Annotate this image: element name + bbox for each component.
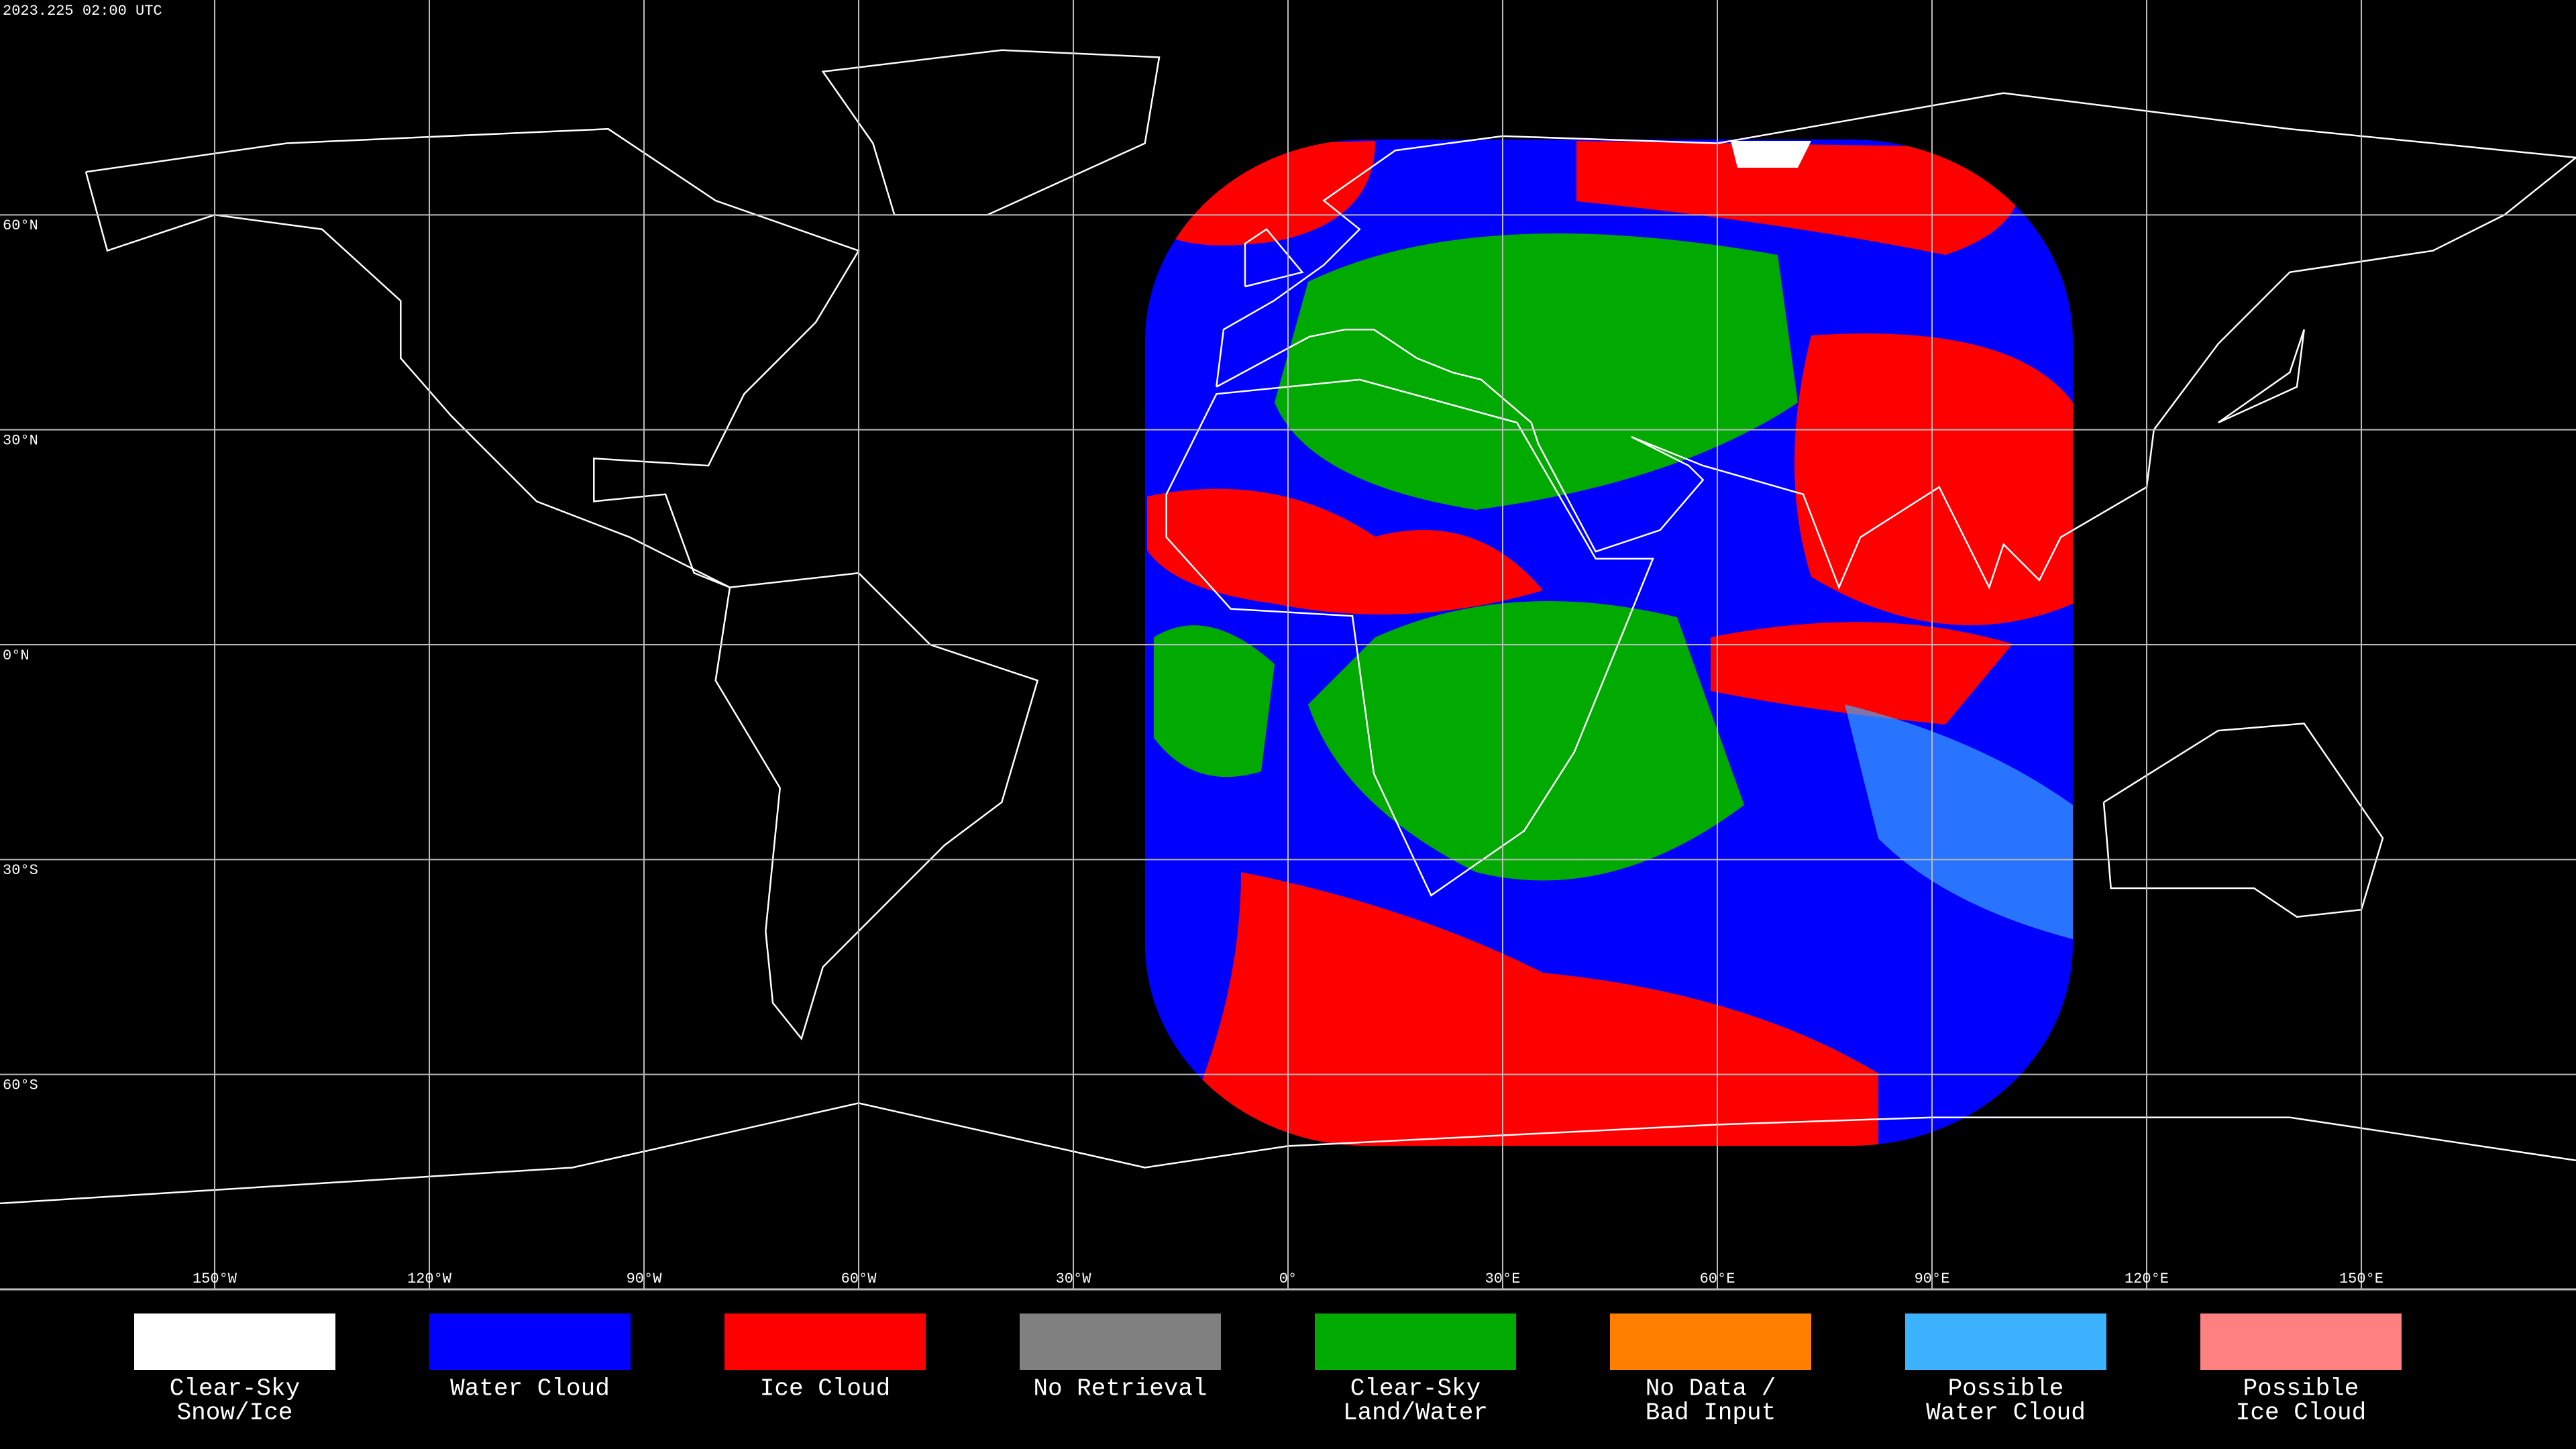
legend-label: No Data /: [1646, 1375, 1776, 1403]
satellite-cloud-phase: [1145, 140, 2073, 1146]
coastline: [1216, 92, 2576, 590]
coastline: [1165, 378, 1654, 897]
coastline: [714, 572, 1039, 1040]
legend-label: Possible: [1948, 1375, 2064, 1403]
ice-cloud-area: [1147, 488, 1543, 614]
clear-land-area: [1154, 625, 1275, 777]
legend-label: Land/Water: [1343, 1399, 1488, 1427]
lat-label: 30°S: [3, 862, 38, 879]
ice-cloud-area: [1794, 333, 2073, 625]
lon-label: 150°W: [193, 1271, 237, 1287]
lon-label: 150°E: [2339, 1271, 2383, 1287]
lon-label: 60°E: [1700, 1271, 1735, 1287]
coastline: [85, 127, 860, 588]
legend-swatch: [2200, 1313, 2402, 1370]
lat-label: 0°N: [3, 647, 30, 664]
lon-label: 0°: [1279, 1271, 1297, 1287]
legend-label: Ice Cloud: [760, 1375, 890, 1403]
legend-label: Water Cloud: [450, 1375, 610, 1403]
legend-swatch: [1610, 1313, 1811, 1370]
lon-label: 90°W: [627, 1271, 663, 1287]
legend-label: Snow/Ice: [177, 1399, 293, 1427]
lon-label: 30°E: [1485, 1271, 1521, 1287]
legend-swatch: [429, 1313, 631, 1370]
clear-land-area: [1308, 601, 1744, 881]
legend-label: Possible: [2243, 1375, 2359, 1403]
legend-label: Ice Cloud: [2236, 1399, 2366, 1427]
lon-label: 90°E: [1915, 1271, 1950, 1287]
legend-swatch: [1315, 1313, 1516, 1370]
legend-swatch: [1020, 1313, 1221, 1370]
clear-land-area: [1275, 233, 1798, 510]
snow-ice-area: [1731, 141, 1811, 168]
lon-label: 30°W: [1056, 1271, 1092, 1287]
lon-label: 120°E: [2125, 1271, 2169, 1287]
lon-label: 60°W: [841, 1271, 877, 1287]
map-title: 2023.225 02:00 UTC: [3, 3, 162, 19]
ice-cloud-area: [1711, 622, 2012, 724]
legend-label: Bad Input: [1646, 1399, 1776, 1427]
legend-label: Clear-Sky: [1350, 1375, 1481, 1403]
ice-cloud-area: [1576, 141, 2021, 255]
legend-label: Clear-Sky: [170, 1375, 300, 1403]
legend-swatch: [724, 1313, 926, 1370]
legend-label: No Retrieval: [1033, 1375, 1207, 1403]
legend-swatch: [134, 1313, 335, 1370]
coastline: [821, 49, 1161, 216]
coastline: [1244, 228, 1304, 288]
legend-label: Water Cloud: [1926, 1399, 2086, 1427]
coastline: [2217, 329, 2305, 424]
graticule: 150°W 120°W 90°W 60°W 30°W 0° 30°E 60°E 90°E 120°…: [0, 0, 2576, 1291]
legend-swatch: [1905, 1313, 2106, 1370]
lat-label: 30°N: [3, 432, 38, 449]
lat-label: 60°N: [3, 217, 38, 234]
ice-cloud-area: [1174, 872, 1878, 1146]
lon-label: 120°W: [407, 1271, 452, 1287]
lat-label: 60°S: [3, 1077, 38, 1093]
possible-water-area: [1845, 704, 2073, 939]
